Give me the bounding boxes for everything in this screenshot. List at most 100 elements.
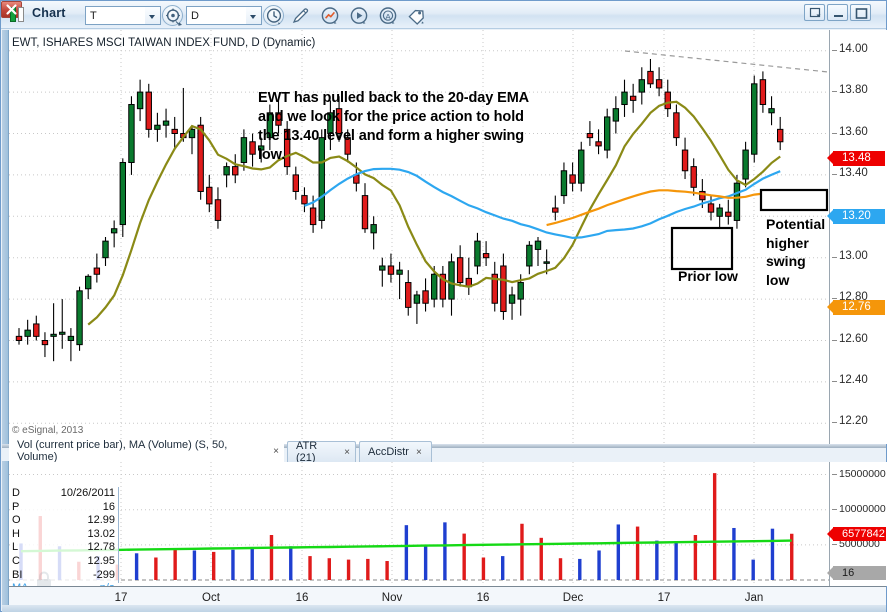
annotation-a-icon[interactable]: A <box>377 6 399 26</box>
data-window-row: P 16 <box>10 501 118 515</box>
indicator-tab-close-icon[interactable]: × <box>344 446 350 458</box>
indicator-tab-2[interactable]: AccDistr × <box>359 441 432 462</box>
interval-clock-button[interactable] <box>263 5 284 26</box>
date-tick-Oct: Oct <box>202 592 220 604</box>
volume-axis[interactable]: 15000000 10000000 5000000 6577842 16 <box>827 462 887 586</box>
volume-tick-5000000: 5000000 <box>832 537 880 550</box>
price-tick-12-20: 12.20 <box>832 415 868 428</box>
symbol-search-button[interactable] <box>162 5 183 26</box>
volume-tag-16: 16 <box>827 566 886 580</box>
data-window-key: C <box>12 554 20 567</box>
restore-window-button[interactable] <box>804 4 825 21</box>
potential-line-2: higher <box>766 234 809 251</box>
volume-chart-pane[interactable] <box>9 462 829 586</box>
price-tag-arrow <box>827 150 834 165</box>
price-tick-14-00: 14.00 <box>832 42 868 55</box>
date-tick-Jan: Jan <box>744 592 764 604</box>
indicator-tab-0[interactable]: Vol (current price bar), MA (Volume) (S,… <box>9 439 284 463</box>
price-pane-left-scroll-strip[interactable] <box>2 30 9 444</box>
tag-icon[interactable] <box>406 6 428 26</box>
indicator-tab-label: AccDistr <box>368 446 409 458</box>
prior-low-label: Prior low <box>678 268 738 284</box>
note-line-3: the 13.40 level and form a higher swing <box>258 128 525 144</box>
play-icon[interactable] <box>348 6 370 26</box>
data-window-key: P <box>12 500 20 513</box>
data-window-value: 13.02 <box>87 527 115 540</box>
volume-pane-left-scroll-strip[interactable] <box>2 461 9 612</box>
note-line-4: low. <box>258 147 286 163</box>
date-tick-17: 17 <box>657 592 671 604</box>
interval-combo[interactable]: D <box>186 6 262 25</box>
data-window-value: 12.99 <box>87 514 115 527</box>
indicator-tab-close-icon[interactable]: × <box>415 446 422 458</box>
pane-splitter[interactable] <box>2 444 886 448</box>
price-tick-13-80: 13.80 <box>832 84 868 97</box>
data-window-row: O 12.99 <box>10 514 118 528</box>
indicator-tab-1[interactable]: ATR (21) × <box>287 440 356 464</box>
volume-tick-15000000: 15000000 <box>832 467 886 480</box>
price-tag-arrow <box>827 208 834 223</box>
price-chart-canvas <box>9 30 886 444</box>
volume-tag-arrow <box>827 526 834 541</box>
data-window-row: L 12.78 <box>10 541 118 555</box>
potential-line-3: swing <box>766 253 806 269</box>
indicator-tab-label: ATR (21) <box>296 440 318 464</box>
close-window-button[interactable] <box>1 1 22 18</box>
study-line-icon[interactable] <box>319 6 341 26</box>
indicator-tab-label: Vol (current price bar), MA (Volume) (S,… <box>17 439 228 463</box>
data-window-key: H <box>12 527 20 540</box>
title-bar: Chart T D <box>1 1 886 29</box>
chevron-down-icon[interactable] <box>246 7 261 24</box>
price-tag-12-76: 12.76 <box>827 299 885 315</box>
chevron-down-icon[interactable] <box>145 7 160 24</box>
interval-combo-value: D <box>191 9 199 22</box>
data-window-value: -299 <box>92 568 115 581</box>
data-window: D 10/26/2011 P 16 O 12.99 H 13.02 L 12.78 C 12.95 BI… <box>10 487 119 608</box>
maximize-window-button[interactable] <box>850 4 871 21</box>
svg-text:A: A <box>385 12 391 21</box>
date-tick-Nov: Nov <box>381 592 403 604</box>
price-tag-arrow <box>827 299 834 314</box>
indicator-tab-close-icon[interactable]: × <box>273 445 279 457</box>
window-title: Chart <box>32 6 66 20</box>
price-chart-pane[interactable]: EWT has pulled back to the 20-day EMA an… <box>9 30 886 444</box>
price-tag-13-48: 13.48 <box>827 150 885 166</box>
symbol-combo[interactable]: T <box>85 6 161 25</box>
potential-line-1: Potential <box>766 216 826 232</box>
note-line-1: EWT has pulled back to the 20-day EMA <box>258 90 530 106</box>
data-window-key: D <box>12 487 20 499</box>
price-tick-13-60: 13.60 <box>832 125 868 138</box>
symbol-combo-value: T <box>90 9 97 22</box>
price-tag-13-20: 13.20 <box>827 208 885 224</box>
price-tick-13-00: 13.00 <box>832 249 868 262</box>
price-tick-13-40: 13.40 <box>832 166 868 179</box>
note-line-2: and we look for the price action to hold <box>258 109 524 125</box>
minimize-window-button[interactable] <box>827 4 848 21</box>
data-window-value: 12.95 <box>87 554 115 567</box>
copyright-label: © eSignal, 2013 <box>12 425 84 436</box>
indicator-tab-row[interactable]: Vol (current price bar), MA (Volume) (S,… <box>9 439 886 464</box>
window-bottom-edge <box>2 605 886 612</box>
date-tick-Dec: Dec <box>562 592 584 604</box>
volume-chart-canvas <box>9 462 829 586</box>
data-window-key: L <box>12 541 19 554</box>
data-window-value: 16 <box>102 500 115 513</box>
potential-higher-swing-low-label: Potential higher swing low <box>766 215 825 289</box>
price-tick-12-40: 12.40 <box>832 373 868 386</box>
chart-symbol-legend: EWT, ISHARES MSCI TAIWAN INDEX FUND, D (… <box>12 37 316 49</box>
data-window-row: C 12.95 <box>10 555 118 569</box>
date-tick-16: 16 <box>295 592 309 604</box>
data-window-key: BI <box>12 568 23 581</box>
volume-tag-6577842: 6577842 <box>827 526 886 541</box>
volume-tick-10000000: 10000000 <box>832 502 886 515</box>
draw-pencil-icon[interactable] <box>290 6 312 26</box>
data-window-key: O <box>12 514 21 527</box>
data-window-row: BI -299 <box>10 569 118 583</box>
data-window-row: H 13.02 <box>10 528 118 542</box>
data-window-value: 12.78 <box>87 541 115 554</box>
date-tick-16: 16 <box>476 592 490 604</box>
price-axis[interactable]: 14.00 13.80 13.60 13.40 13.00 12.80 12.60 12.40… <box>827 30 887 444</box>
main-annotation-note: EWT has pulled back to the 20-day EMA an… <box>258 89 529 165</box>
potential-line-4: low <box>766 271 790 288</box>
